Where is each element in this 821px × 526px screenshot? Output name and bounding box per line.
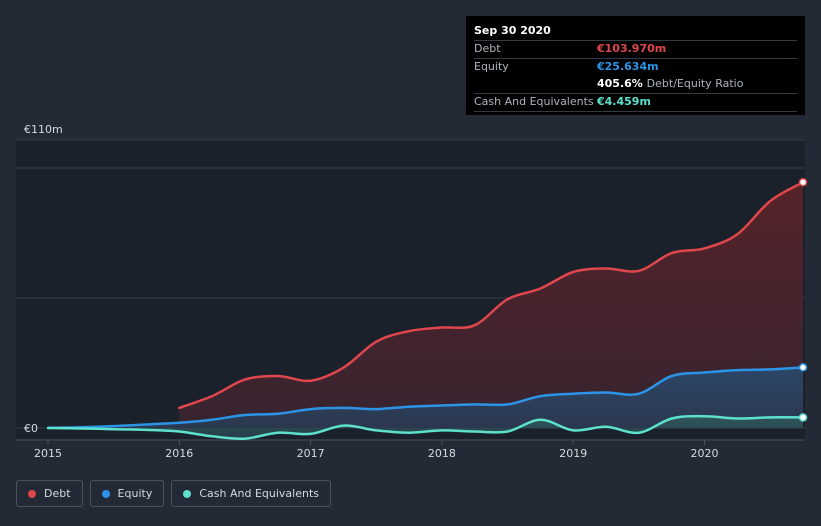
tooltip-ratio: 405.6% Debt/Equity Ratio: [597, 76, 743, 92]
y-tick-label: €0: [24, 422, 38, 435]
series-areas: [48, 182, 804, 439]
tooltip-row-ratio: 405.6% Debt/Equity Ratio: [474, 76, 797, 94]
tooltip-value: €4.459m: [597, 95, 651, 108]
legend-label: Equity: [117, 487, 153, 500]
legend-label: Debt: [44, 487, 71, 500]
x-tick-label: 2020: [691, 447, 719, 460]
tooltip-ratio-label: Debt/Equity Ratio: [646, 77, 744, 90]
tooltip-label: Cash And Equivalents: [474, 95, 594, 108]
x-tick-label: 2015: [34, 447, 62, 460]
tooltip-row-cash: Cash And Equivalents €4.459m: [474, 94, 797, 112]
legend-label: Cash And Equivalents: [199, 487, 319, 500]
tooltip-date: Sep 30 2020: [474, 24, 797, 41]
legend-item-debt[interactable]: Debt: [16, 480, 83, 507]
tooltip-row-debt: Debt €103.970m: [474, 41, 797, 59]
debt-area: [179, 182, 804, 428]
debt-end-point: [798, 178, 808, 187]
x-tick-label: 2016: [165, 447, 193, 460]
legend-item-equity[interactable]: Equity: [89, 480, 165, 507]
x-tick-label: 2018: [428, 447, 456, 460]
legend-dot-icon: [101, 489, 110, 498]
x-tick-label: 2017: [297, 447, 325, 460]
tooltip-row-equity: Equity €25.634m: [474, 59, 797, 76]
debt-line: [178, 181, 805, 410]
tooltip-value: €103.970m: [597, 42, 667, 55]
legend-dot-icon: [28, 489, 36, 498]
tooltip: Sep 30 2020 Debt €103.970m Equity €25.63…: [466, 16, 805, 115]
equity-end-point: [798, 363, 808, 372]
legend-dot-icon: [183, 489, 192, 498]
legend: Debt Equity Cash And Equivalents: [16, 480, 331, 507]
cash-area: [48, 416, 803, 439]
legend-item-cash[interactable]: Cash And Equivalents: [171, 480, 331, 507]
cash-line: [46, 414, 805, 440]
equity-line: [46, 366, 805, 430]
tooltip-label: Debt: [474, 42, 501, 55]
series-end-points: [798, 178, 808, 422]
tooltip-value: €25.634m: [597, 60, 659, 73]
tooltip-ratio-value: 405.6%: [597, 77, 643, 90]
cash-end-point: [798, 413, 808, 422]
equity-area: [48, 367, 803, 428]
y-axis-ticks: €110m €0: [24, 123, 63, 435]
x-tick-label: 2019: [559, 447, 587, 460]
series-lines: [46, 181, 805, 440]
x-axis-ticks: 2015 2016 2017 2018 2019 2020: [34, 440, 719, 460]
tooltip-label: Equity: [474, 60, 509, 73]
y-tick-label: €110m: [24, 123, 63, 136]
